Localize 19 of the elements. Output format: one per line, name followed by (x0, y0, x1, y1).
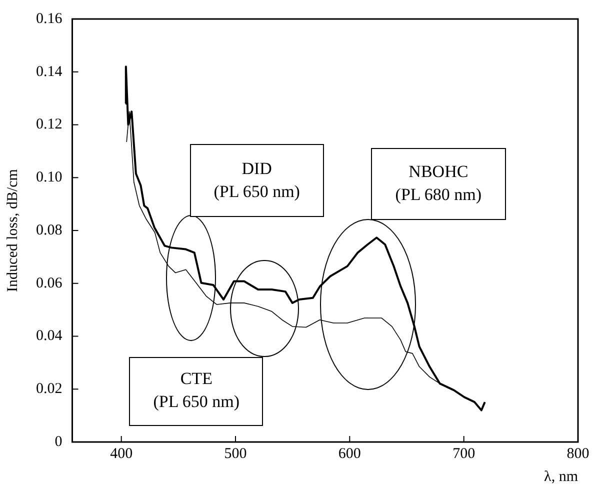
x-tick-label: 700 (452, 446, 476, 462)
x-tick-label: 800 (566, 446, 590, 462)
y-tick-label: 0.14 (36, 64, 63, 80)
x-tick-label: 400 (110, 446, 133, 462)
annotation: CTE (PL 650 nm) (129, 356, 264, 426)
y-tick-label: 0.02 (36, 381, 62, 398)
y-tick-label: 0.10 (36, 170, 62, 186)
y-tick-label: 0.04 (36, 328, 63, 344)
y-tick-label: 0.06 (36, 275, 63, 292)
x-tick-label: 600 (338, 446, 361, 462)
annotation: DID (PL 650 nm) (190, 144, 324, 217)
annotation: NBOHC (PL 680 nm) (371, 148, 506, 220)
y-tick-label: 0 (54, 434, 62, 450)
x-tick-label: 500 (224, 446, 247, 462)
y-tick-label: 0.08 (36, 222, 62, 238)
y-tick-label: 0.12 (36, 116, 62, 133)
y-tick-label: 0.16 (36, 10, 63, 27)
x-axis-title: λ, nm (544, 468, 578, 485)
y-axis-title: Induced loss, dB/cm (4, 168, 21, 292)
